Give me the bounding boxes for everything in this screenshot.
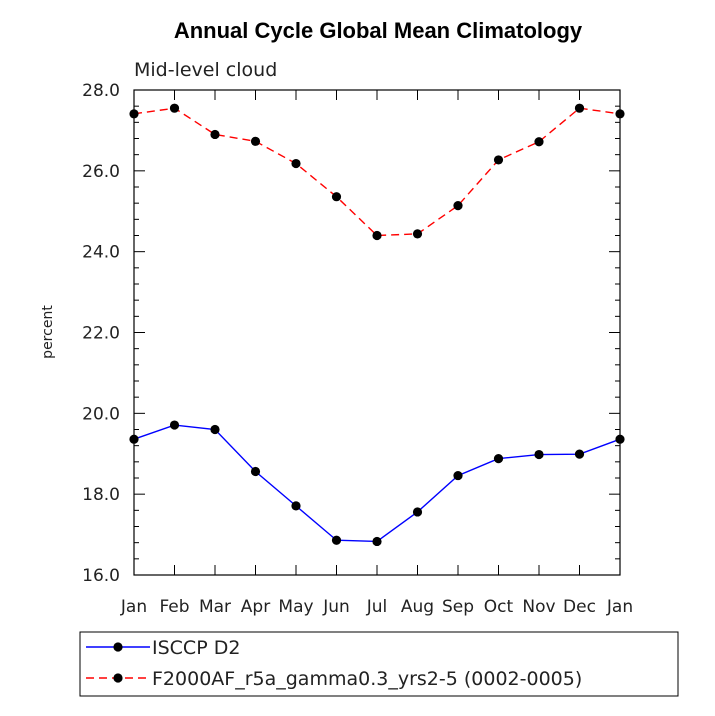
data-point	[169, 103, 180, 113]
data-point	[372, 230, 382, 241]
data-point	[210, 424, 220, 435]
chart-title: Annual Cycle Global Mean Climatology	[174, 18, 583, 43]
series-line-2	[133, 107, 621, 237]
series-group	[129, 103, 625, 547]
data-point	[250, 466, 261, 477]
y-tick-label: 24.0	[82, 243, 120, 263]
data-point	[291, 501, 301, 511]
x-tick-label: Sep	[442, 597, 474, 617]
legend-label-1: ISCCP D2	[152, 637, 240, 659]
x-tick-labels: Jan Feb Mar Apr May Jun Jul Aug Sep Oct Nov Dec Jan	[120, 597, 633, 617]
data-point	[331, 535, 342, 545]
y-tick-label: 28.0	[82, 81, 120, 101]
y-tick-labels: 16.0 18.0 20.0 22.0 24.0 26.0 28.0	[82, 81, 120, 586]
y-tick-label: 22.0	[82, 324, 120, 344]
x-tick-label: Nov	[522, 597, 555, 617]
data-point	[493, 454, 504, 464]
x-tick-label: Jun	[322, 597, 350, 617]
y-tick-label: 20.0	[82, 404, 120, 424]
x-tick-label: Jul	[366, 597, 388, 617]
data-point	[412, 229, 423, 239]
x-tick-label: Jan	[120, 597, 147, 617]
legend: ISCCP D2 F2000AF_r5a_gamma0.3_yrs2-5 (000…	[79, 631, 679, 697]
y-tick-label: 16.0	[82, 566, 120, 586]
data-point	[574, 103, 585, 113]
x-tick-label: Feb	[159, 597, 189, 617]
data-point	[534, 137, 544, 147]
y-tick-label: 18.0	[82, 485, 120, 505]
x-tick-label: Oct	[484, 597, 514, 617]
legend-box	[79, 631, 679, 697]
x-tick-label: Apr	[241, 597, 270, 617]
data-point	[250, 136, 261, 146]
data-point	[210, 129, 220, 140]
data-point	[291, 158, 301, 169]
data-point	[453, 470, 463, 481]
chart-subtitle: Mid-level cloud	[134, 59, 277, 81]
x-tick-label: Dec	[563, 597, 596, 617]
x-tick-label: May	[278, 597, 313, 617]
data-point	[493, 155, 504, 165]
series-line-1	[133, 424, 621, 543]
x-tick-label: Aug	[401, 597, 434, 617]
plot-frame	[133, 89, 621, 576]
axis-ticks	[133, 89, 621, 576]
y-axis-label: percent	[40, 305, 56, 359]
data-point	[534, 449, 544, 460]
y-tick-label: 26.0	[82, 162, 120, 182]
x-tick-label: Jan	[606, 597, 633, 617]
data-point	[372, 536, 382, 547]
data-point	[169, 420, 180, 430]
data-point	[574, 449, 585, 459]
legend-marker-1	[113, 642, 123, 652]
x-tick-label: Mar	[199, 597, 231, 617]
data-point	[412, 507, 423, 517]
legend-marker-2	[113, 673, 123, 683]
data-point	[331, 192, 342, 202]
data-point	[453, 200, 463, 211]
legend-label-2: F2000AF_r5a_gamma0.3_yrs2-5 (0002-0005)	[152, 668, 582, 690]
